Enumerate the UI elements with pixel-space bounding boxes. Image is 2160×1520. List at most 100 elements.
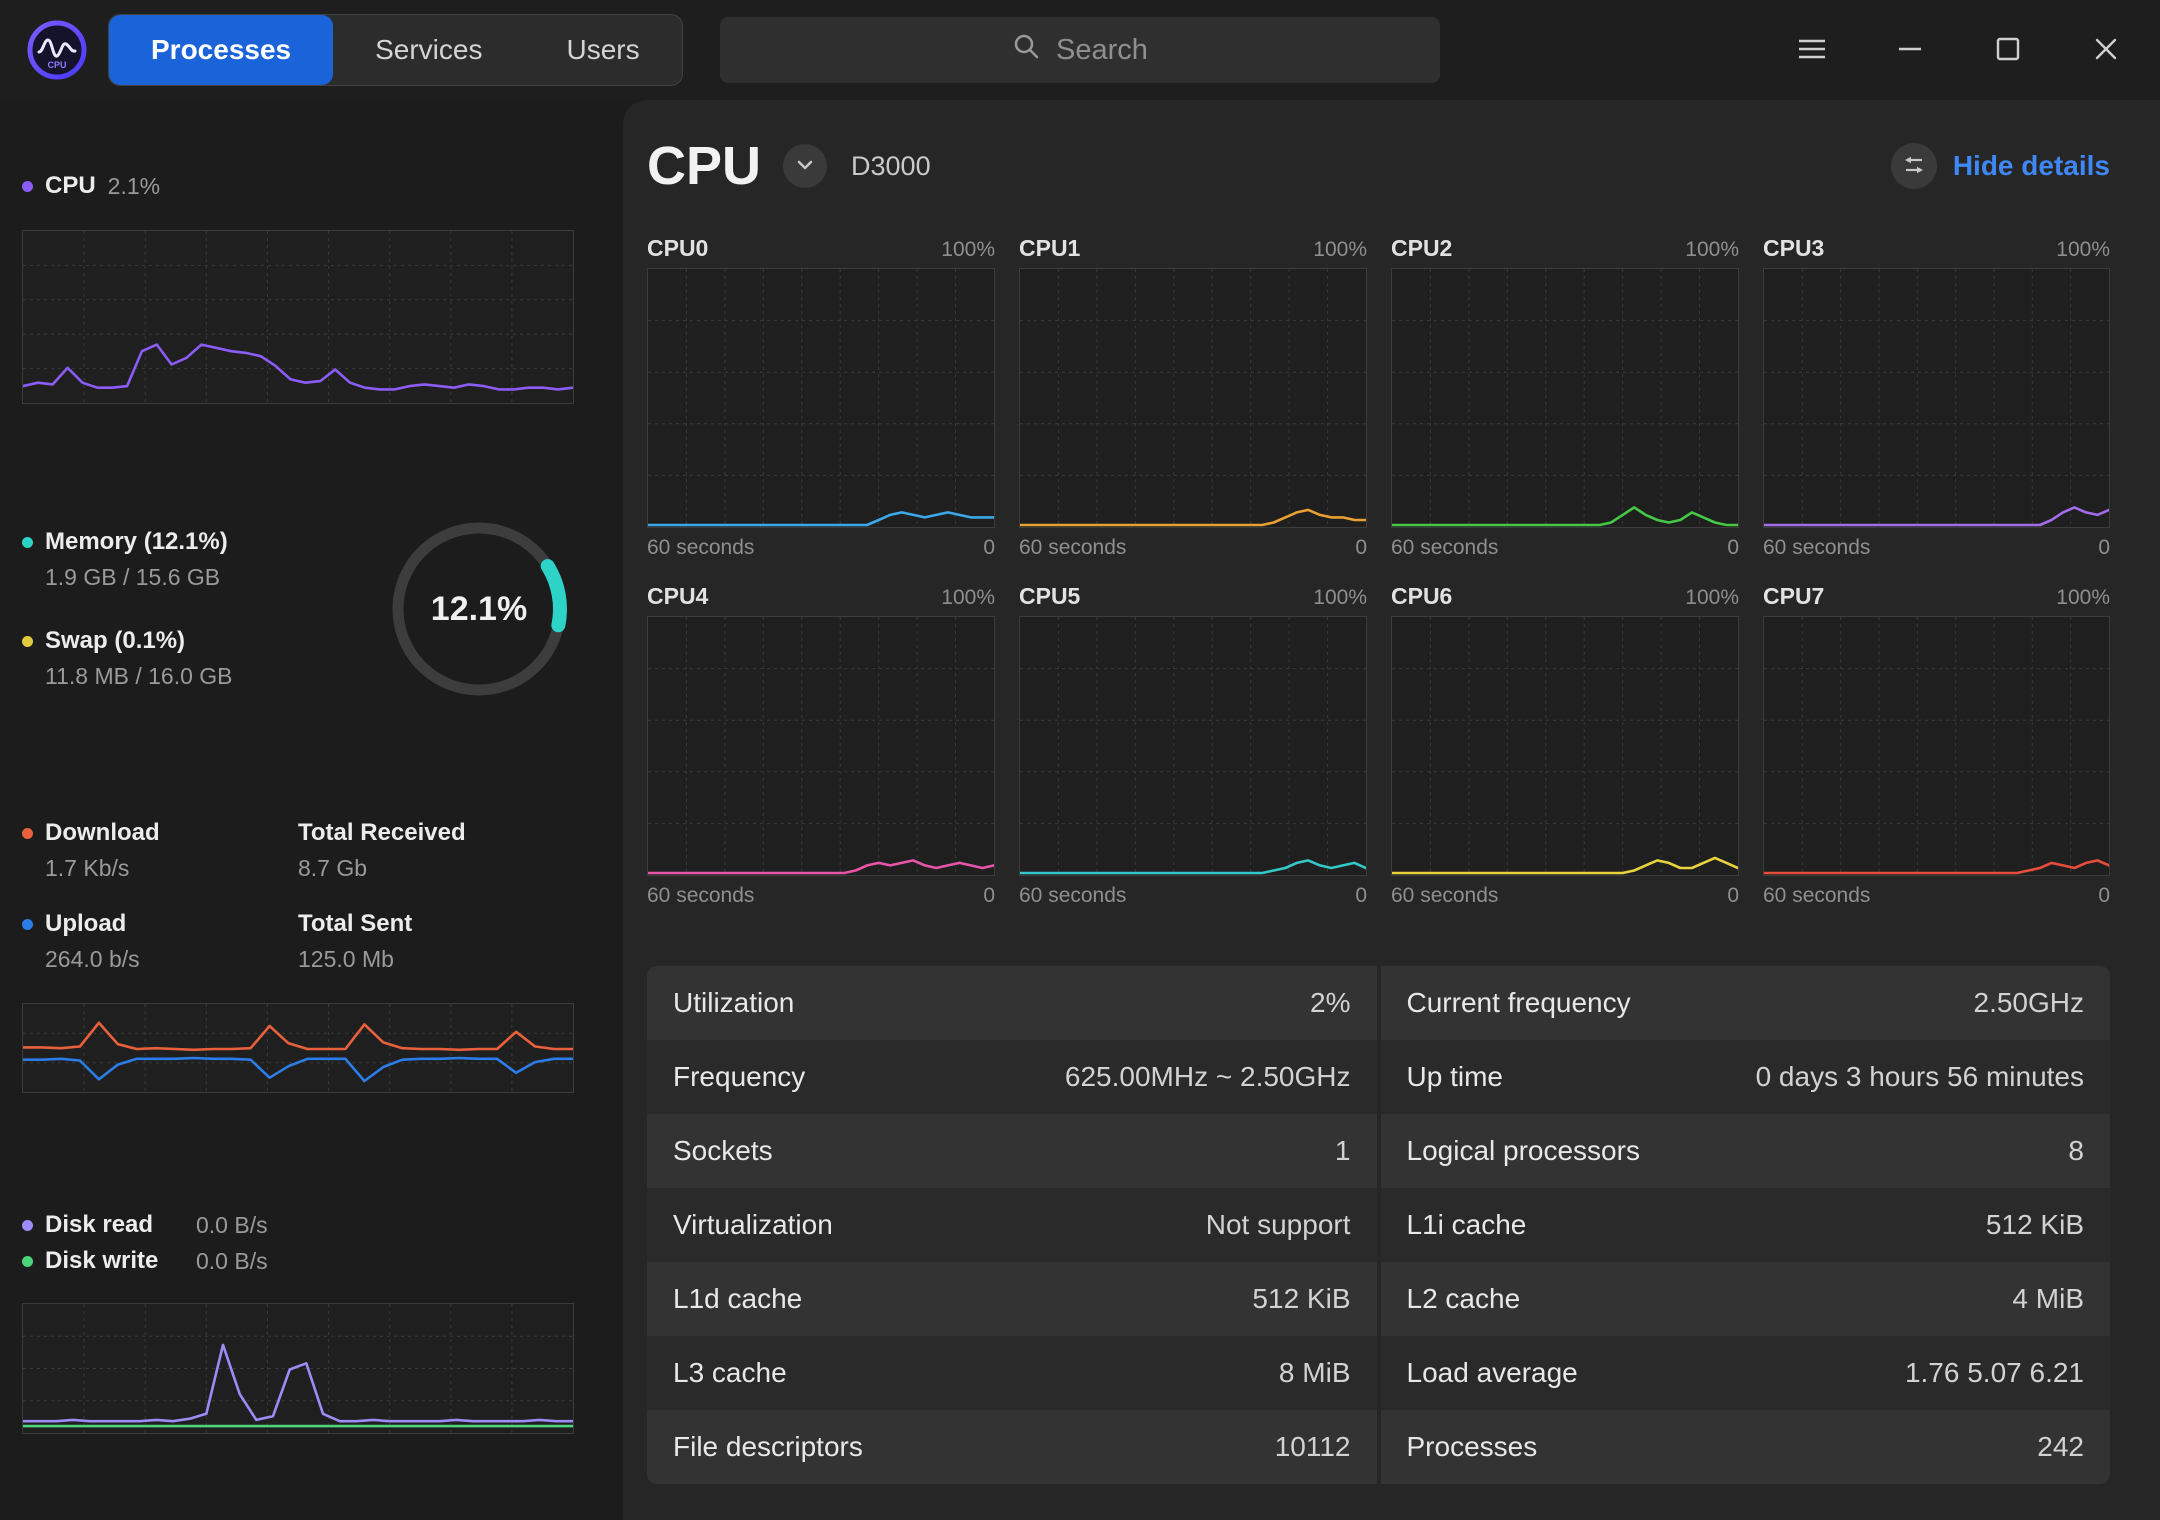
core-usage-chart <box>647 268 995 528</box>
minimize-button[interactable] <box>1882 22 1938 78</box>
memory-value: 1.9 GB / 15.6 GB <box>45 564 221 590</box>
panel-title: CPU <box>647 136 762 196</box>
core-usage-chart <box>647 616 995 876</box>
core-usage-chart <box>1763 616 2110 876</box>
core-min-label: 0 <box>1727 884 1739 907</box>
disk-write-dot-icon <box>22 1255 33 1267</box>
close-button[interactable] <box>2078 22 2134 78</box>
disk-read-value: 0.0 B/s <box>196 1211 268 1238</box>
sidebar-disk-section[interactable]: Disk read 0.0 B/s Disk write 0.0 B/s <box>22 1211 574 1434</box>
detail-row-file-descriptors: File descriptors 10112 <box>647 1410 1377 1484</box>
download-value: 1.7 Kb/s <box>45 855 130 881</box>
cpu-details-table: Utilization 2% Frequency 625.00MHz ~ 2.50GH… <box>647 966 2110 1484</box>
detail-value: 2% <box>1310 987 1351 1018</box>
cpu-core-cpu5: CPU5 100% 60 seconds 0 <box>1019 578 1367 912</box>
memory-donut-percent: 12.1% <box>430 589 528 628</box>
tab-processes[interactable]: Processes <box>109 15 334 85</box>
cpu-core-cpu3: CPU3 100% 60 seconds 0 <box>1763 230 2110 564</box>
swap-label: Swap (0.1%) <box>45 627 186 654</box>
disk-read-dot-icon <box>22 1219 33 1231</box>
detail-value: 512 KiB <box>1985 1209 2084 1240</box>
detail-label: Sockets <box>673 1135 773 1166</box>
core-xaxis-label: 60 seconds <box>647 536 755 559</box>
detail-label: Processes <box>1406 1431 1538 1462</box>
core-name-label: CPU7 <box>1763 583 1825 609</box>
detail-row-l2-cache: L2 cache 4 MiB <box>1380 1262 2110 1336</box>
detail-value: 4 MiB <box>2012 1283 2084 1314</box>
detail-row-frequency: Frequency 625.00MHz ~ 2.50GHz <box>647 1040 1377 1114</box>
search-icon <box>1012 32 1040 68</box>
memory-label: Memory (12.1%) <box>45 528 228 555</box>
hamburger-menu-icon <box>1796 37 1828 64</box>
cpu-core-cpu1: CPU1 100% 60 seconds 0 <box>1019 230 1367 564</box>
core-max-label: 100% <box>941 586 995 609</box>
detail-row-logical-processors: Logical processors 8 <box>1380 1114 2110 1188</box>
detail-value: 8 <box>2068 1135 2084 1166</box>
disk-read-label: Disk read <box>45 1211 154 1238</box>
detail-row-current-frequency: Current frequency 2.50GHz <box>1380 966 2110 1040</box>
detail-value: 1 <box>1334 1135 1351 1166</box>
detail-row-sockets: Sockets 1 <box>647 1114 1377 1188</box>
core-xaxis-label: 60 seconds <box>1019 536 1127 559</box>
total-sent-label: Total Sent <box>298 910 413 937</box>
hide-details-link[interactable]: Hide details <box>1952 150 2110 181</box>
network-history-chart <box>22 1003 574 1093</box>
panel-header: CPU D3000 Hide details <box>647 134 2110 198</box>
detail-row-load-average: Load average 1.76 5.07 6.21 <box>1380 1336 2110 1410</box>
cpu-dot-icon <box>22 180 33 192</box>
device-selector-button[interactable] <box>783 144 828 188</box>
detail-label: Logical processors <box>1406 1135 1640 1166</box>
cpu-value: 2.1% <box>107 172 161 199</box>
detail-label: L3 cache <box>673 1357 787 1388</box>
detail-label: File descriptors <box>673 1431 863 1462</box>
detail-label: L2 cache <box>1406 1283 1521 1314</box>
core-xaxis-label: 60 seconds <box>1763 536 1871 559</box>
detail-row-l3-cache: L3 cache 8 MiB <box>647 1336 1377 1410</box>
cpu-core-cpu6: CPU6 100% 60 seconds 0 <box>1391 578 1739 912</box>
monitor-sidebar: CPU 2.1% Memory (12.1%) 1.9 GB / 15.6 GB <box>0 100 623 1520</box>
download-dot-icon <box>22 827 33 839</box>
core-min-label: 0 <box>983 536 995 559</box>
detail-row-l1i-cache: L1i cache 512 KiB <box>1380 1188 2110 1262</box>
search-input[interactable]: Search <box>720 17 1440 83</box>
tab-services[interactable]: Services <box>333 15 524 85</box>
memory-dot-icon <box>22 536 33 548</box>
core-usage-chart <box>1019 268 1367 528</box>
details-right-column: Current frequency 2.50GHz Up time 0 days 3 … <box>1380 966 2110 1484</box>
cpu-label: CPU <box>45 172 96 199</box>
upload-label: Upload <box>45 910 127 937</box>
cpu-core-cpu0: CPU0 100% 60 seconds 0 <box>647 230 995 564</box>
svg-text:CPU: CPU <box>47 60 66 70</box>
detail-row-l1d-cache: L1d cache 512 KiB <box>647 1262 1377 1336</box>
core-max-label: 100% <box>941 238 995 261</box>
maximize-button[interactable] <box>1980 22 2036 78</box>
core-min-label: 0 <box>983 884 995 907</box>
tab-users[interactable]: Users <box>524 15 681 85</box>
hide-details-icon-button[interactable] <box>1890 143 1937 189</box>
window-controls <box>1784 22 2134 78</box>
total-received-label: Total Received <box>298 819 466 846</box>
detail-value: 625.00MHz ~ 2.50GHz <box>1064 1061 1351 1092</box>
upload-value: 264.0 b/s <box>45 946 140 972</box>
app-logo-icon: CPU <box>26 19 88 81</box>
core-max-label: 100% <box>1685 586 1739 609</box>
titlebar: CPU Processes Services Users Search <box>0 0 2160 100</box>
upload-dot-icon <box>22 918 33 930</box>
cpu-history-chart <box>22 230 574 404</box>
core-max-label: 100% <box>2056 238 2110 261</box>
core-min-label: 0 <box>2098 884 2110 907</box>
detail-label: L1d cache <box>673 1283 803 1314</box>
sidebar-network-section[interactable]: Download 1.7 Kb/s Total Received 8.7 Gb … <box>22 819 574 1093</box>
window-menu-button[interactable] <box>1784 22 1840 78</box>
core-name-label: CPU0 <box>647 235 709 261</box>
sidebar-cpu-section[interactable]: CPU 2.1% <box>22 172 574 404</box>
sidebar-memory-section[interactable]: Memory (12.1%) 1.9 GB / 15.6 GB Swap (0.… <box>22 514 574 704</box>
detail-value: 0 days 3 hours 56 minutes <box>1755 1061 2084 1092</box>
core-max-label: 100% <box>1313 238 1367 261</box>
core-name-label: CPU2 <box>1391 235 1453 261</box>
core-usage-chart <box>1763 268 2110 528</box>
core-xaxis-label: 60 seconds <box>1391 536 1499 559</box>
memory-donut-chart: 12.1% <box>384 514 574 704</box>
core-xaxis-label: 60 seconds <box>1019 884 1127 907</box>
chevron-down-icon <box>795 155 815 178</box>
